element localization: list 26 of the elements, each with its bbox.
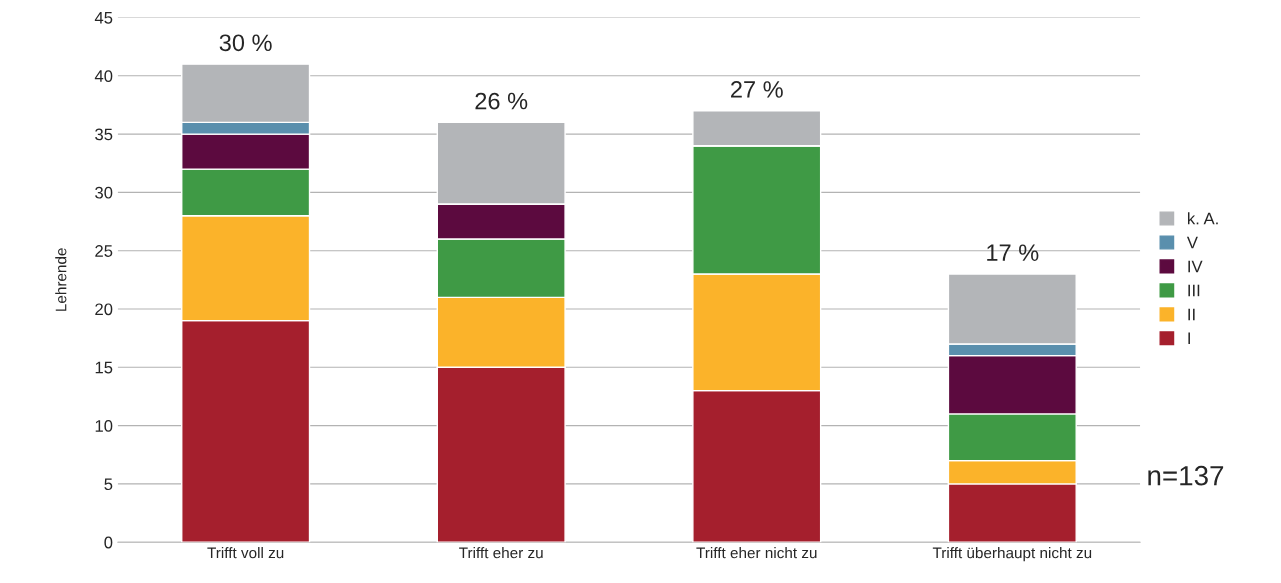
y-tick-label: 5: [104, 478, 113, 491]
y-tick-label: 30: [95, 186, 113, 199]
legend-label: II: [1188, 308, 1195, 321]
y-tick-label: 35: [95, 128, 113, 141]
legend-label: IV: [1188, 260, 1203, 273]
legend-label: III: [1188, 284, 1200, 297]
annotation: 27 %: [731, 81, 783, 98]
annotation: 17 %: [987, 244, 1039, 261]
y-tick-label: 10: [95, 419, 113, 432]
legend-label: V: [1186, 236, 1198, 249]
annotation: 26 %: [475, 92, 528, 110]
x-tick-label: Trifft überhaupt nicht zu: [932, 547, 1092, 562]
x-tick-label: Trifft eher nicht zu: [696, 547, 817, 559]
y-tick-label: 0: [104, 536, 113, 549]
annotation: 30 %: [219, 34, 272, 52]
x-tick-label: Trifft voll zu: [207, 547, 284, 559]
y-tick-label: 15: [95, 361, 113, 374]
y-axis-title: Lehrende: [55, 248, 67, 311]
y-tick-label: 25: [95, 245, 113, 257]
legend-label: k. A.: [1187, 212, 1218, 225]
legend-label: I: [1188, 332, 1190, 345]
x-tick-label: Trifft eher zu: [459, 547, 543, 559]
y-tick-label: 45: [94, 12, 113, 24]
text: n=137: [1148, 465, 1224, 486]
y-tick-label: 40: [94, 70, 113, 82]
y-tick-label: 20: [95, 303, 113, 316]
